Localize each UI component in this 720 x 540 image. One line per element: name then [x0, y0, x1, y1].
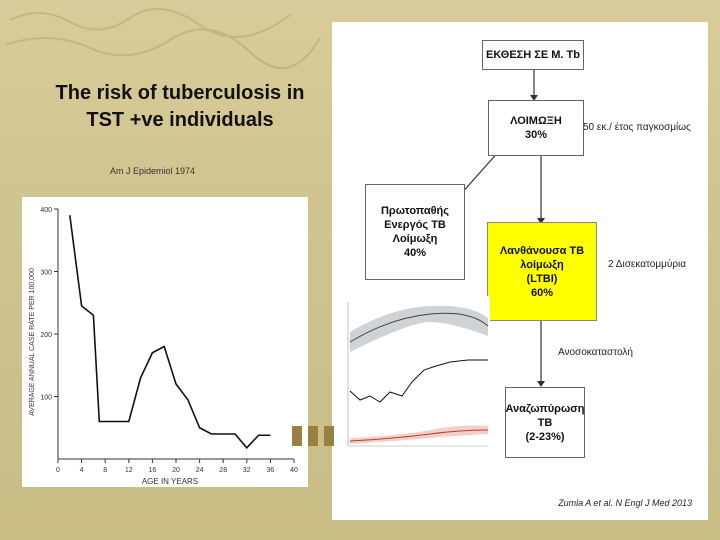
inset-band-top — [350, 305, 488, 352]
decorative-squares — [292, 426, 352, 446]
x-tick-label: 40 — [290, 467, 298, 474]
inset-line-top — [349, 312, 489, 343]
inset-line-bottom — [349, 429, 489, 442]
box-primary: Πρωτοπαθής Ενεργός ΤΒ Λοίμωξη 40% — [365, 184, 465, 280]
box-latent-line4: 60% — [530, 286, 554, 299]
box-primary-line3: Λοίμωξη — [392, 233, 438, 245]
x-tick-label: 36 — [267, 467, 275, 474]
box-infection-percent: 30% — [524, 129, 548, 141]
box-infection: ΛΟΙΜΩΞΗ 30% — [488, 100, 584, 156]
box-latent-line3: (LTBI) — [526, 272, 558, 285]
inset-band-bottom — [350, 425, 488, 444]
citation-left: Am J Epidemiol 1974 — [110, 166, 196, 176]
x-tick-label: 32 — [243, 467, 251, 474]
background-texture — [4, 8, 321, 69]
inset-trend-graphic — [340, 296, 490, 458]
box-exposure: ΕΚΘΕΣΗ ΣΕ M. Tb — [482, 40, 584, 70]
inset-line-mid — [349, 359, 488, 403]
x-tick-label: 20 — [172, 467, 180, 474]
box-latent: Λανθάνουσα ΤΒ λοίμωξη (LTBI) 60% — [487, 222, 597, 321]
citation-right: Zumla A et al. N Engl J Med 2013 — [558, 498, 692, 508]
arrow-head — [530, 95, 538, 101]
box-reactivation-line3: (2-23%) — [525, 430, 565, 443]
case-rate-series-line — [69, 215, 271, 449]
note-immuno: Ανοσοκαταστολή — [558, 347, 633, 358]
box-latent-line1: Λανθάνουσα ΤΒ — [499, 244, 585, 257]
x-tick-label: 4 — [80, 467, 84, 474]
x-tick-label: 24 — [196, 467, 204, 474]
x-tick-label: 16 — [149, 467, 157, 474]
y-tick-label: 100 — [40, 395, 52, 402]
box-reactivation: Αναζωπύρωση ΤΒ (2-23%) — [505, 387, 585, 458]
y-tick-label: 400 — [40, 207, 52, 214]
box-exposure-label: ΕΚΘΕΣΗ ΣΕ M. Tb — [486, 49, 580, 61]
case-rate-chart-svg: AVERAGE ANNUAL CASE RATE PER 100,000 AGE… — [29, 207, 298, 486]
chart-ylabel: AVERAGE ANNUAL CASE RATE PER 100,000 — [29, 268, 36, 416]
box-latent-line2: λοίμωξη — [520, 258, 564, 271]
box-primary-line2: Ενεργός ΤΒ — [384, 219, 446, 231]
arrow-head — [537, 381, 545, 387]
slide-title-line1: The risk of tuberculosis in — [55, 82, 305, 104]
box-infection-label: ΛΟΙΜΩΞΗ — [510, 115, 562, 127]
x-tick-label: 0 — [56, 467, 60, 474]
box-primary-line4: 40% — [403, 247, 427, 259]
box-reactivation-line2: ΤΒ — [537, 416, 553, 429]
chart-xlabel: AGE IN YEARS — [142, 477, 198, 486]
slide-title-line2: TST +ve individuals — [86, 109, 274, 131]
box-reactivation-line1: Αναζωπύρωση — [505, 402, 585, 415]
x-tick-label: 28 — [219, 467, 227, 474]
note-latent: 2 Δισεκατομμύρια — [608, 259, 687, 270]
x-tick-label: 12 — [125, 467, 133, 474]
box-primary-line1: Πρωτοπαθής — [380, 205, 449, 217]
y-tick-label: 200 — [40, 332, 52, 339]
x-tick-label: 8 — [103, 467, 107, 474]
arrow-head — [537, 218, 545, 224]
note-infection: 50 εκ./ έτος παγκοσμίως — [583, 122, 691, 133]
slide-title: The risk of tuberculosis in TST +ve indi… — [20, 80, 340, 134]
y-tick-label: 300 — [40, 270, 52, 277]
case-rate-chart: AVERAGE ANNUAL CASE RATE PER 100,000 AGE… — [22, 197, 308, 487]
